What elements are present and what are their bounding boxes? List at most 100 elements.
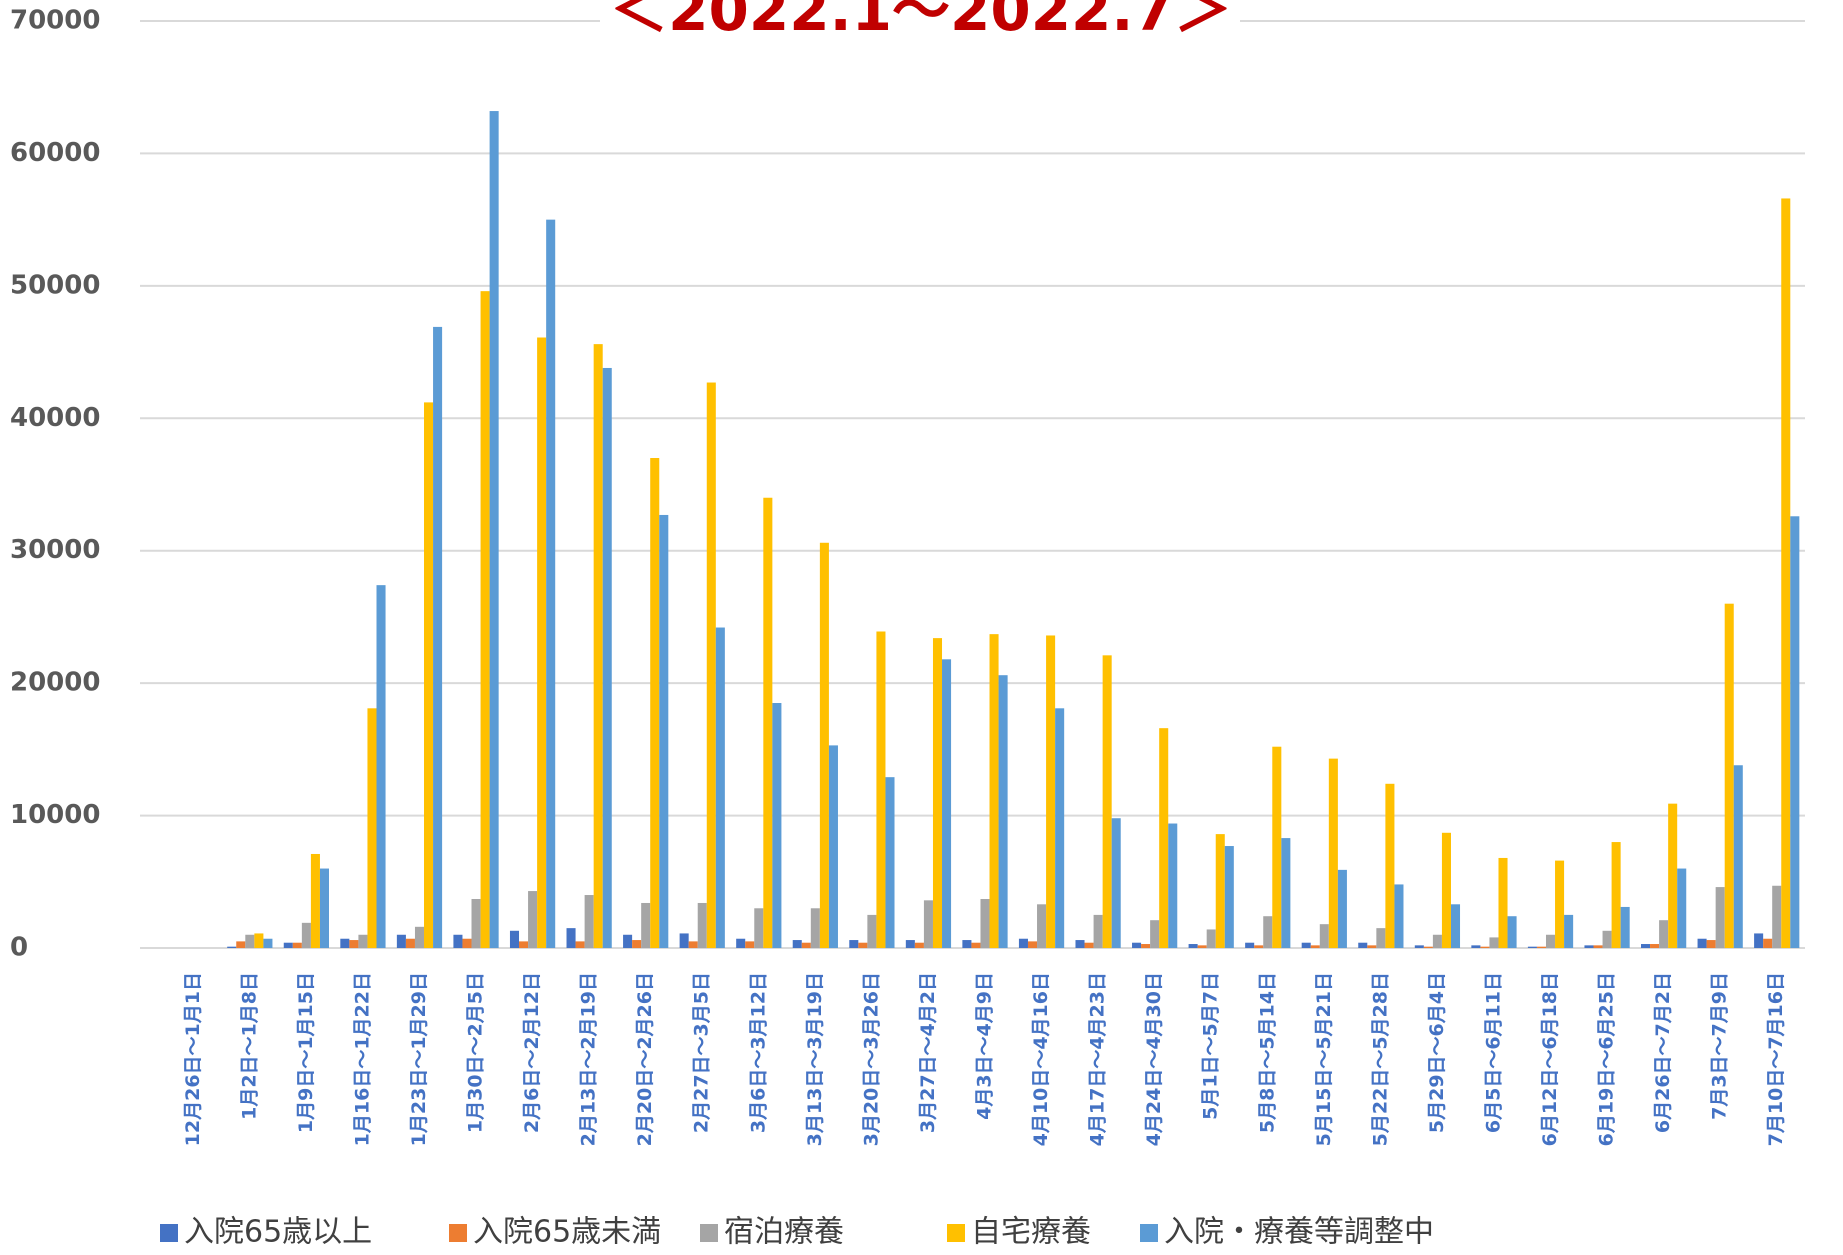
bar: [537, 337, 547, 948]
x-tick-label: 1月23日～1月29日: [408, 972, 430, 1146]
legend-swatch: [700, 1224, 718, 1242]
bar: [1027, 941, 1038, 948]
bar: [283, 942, 293, 948]
y-tick-label: 20000: [10, 668, 100, 698]
bar: [962, 940, 972, 948]
bar: [310, 853, 320, 948]
bar: [358, 934, 368, 948]
bar: [688, 941, 698, 948]
bar: [1159, 728, 1169, 948]
bar: [1018, 938, 1028, 948]
bar: [519, 941, 529, 948]
x-tick-label: 4月10日～4月16日: [1030, 972, 1052, 1146]
bar: [1602, 930, 1612, 948]
bar: [319, 868, 329, 948]
bar: [1385, 783, 1395, 948]
bar: [810, 908, 820, 948]
y-tick-label: 60000: [10, 138, 100, 168]
bar: [292, 942, 302, 948]
bar: [1093, 914, 1103, 948]
bar: [396, 934, 406, 948]
bar: [745, 941, 755, 948]
x-tick-label: 7月10日～7月16日: [1765, 972, 1787, 1146]
bar: [414, 926, 425, 948]
bar: [1584, 945, 1594, 948]
bars: [227, 111, 1800, 949]
bar: [1498, 857, 1508, 948]
bar: [867, 914, 877, 948]
bar: [1358, 942, 1368, 948]
bar: [1480, 946, 1490, 948]
bar: [1697, 938, 1707, 948]
bar: [641, 902, 651, 948]
bar: [254, 933, 264, 948]
legend-swatch: [160, 1224, 178, 1242]
bar: [340, 938, 350, 948]
bar: [1432, 934, 1442, 948]
bar: [1611, 842, 1621, 948]
bar: [1197, 945, 1207, 948]
bar: [1141, 944, 1151, 948]
bar: [1301, 942, 1311, 948]
bar: [227, 946, 237, 948]
bar: [1224, 846, 1234, 948]
bar: [301, 922, 311, 948]
bar: [650, 458, 660, 948]
bar: [1055, 708, 1065, 948]
bar: [509, 930, 520, 948]
x-tick-label: 3月20日～3月26日: [860, 972, 882, 1146]
bar: [1037, 904, 1047, 948]
bar: [584, 895, 594, 948]
bar: [433, 326, 443, 948]
bar: [1772, 885, 1782, 948]
x-tick-label: 1月9日～1月15日: [295, 972, 317, 1133]
y-tick-label: 0: [10, 933, 28, 963]
bar: [566, 928, 576, 948]
bar: [706, 382, 716, 948]
bar: [849, 940, 859, 948]
x-tick-label: 5月15日～5月21日: [1313, 972, 1335, 1146]
bar: [1206, 929, 1216, 948]
bar: [736, 938, 746, 948]
bar: [1441, 832, 1451, 948]
bar: [1545, 934, 1556, 948]
legend-label: 宿泊療養: [724, 1215, 844, 1250]
bar: [1471, 945, 1481, 948]
x-tick-label: 4月17日～4月23日: [1087, 972, 1109, 1146]
bar: [1168, 823, 1178, 948]
bar: [1102, 655, 1112, 948]
x-tick-label: 6月12日～6月18日: [1539, 972, 1561, 1146]
bar: [1084, 942, 1094, 948]
bar: [942, 659, 952, 948]
bar: [1620, 906, 1630, 948]
bar: [679, 933, 689, 948]
bar: [932, 638, 943, 948]
legend-swatch: [449, 1224, 467, 1242]
x-tick-label: 12月26日～1月1日: [182, 972, 204, 1146]
bar: [1790, 516, 1800, 948]
bar: [376, 585, 386, 948]
x-tick-label: 5月22日～5月28日: [1369, 972, 1391, 1146]
bar: [1527, 946, 1537, 948]
x-tick-label: 2月27日～3月5日: [691, 972, 713, 1133]
bar: [480, 291, 490, 948]
x-tick-label: 3月13日～3月19日: [804, 972, 826, 1146]
bar: [989, 634, 999, 948]
y-tick-label: 50000: [10, 270, 100, 300]
bar: [858, 942, 868, 948]
bar: [1650, 944, 1660, 948]
x-tick-label: 5月29日～6月4日: [1426, 972, 1448, 1133]
bar: [602, 367, 612, 948]
x-tick-label: 1月30日～2月5日: [465, 972, 487, 1133]
bar: [1337, 869, 1347, 948]
bar: [1489, 937, 1499, 948]
bar: [1245, 942, 1255, 948]
bar: [715, 627, 725, 948]
bar: [1763, 938, 1773, 948]
bar: [801, 942, 811, 948]
bar: [763, 497, 773, 948]
bar: [1564, 914, 1574, 948]
legend-label: 自宅療養: [971, 1215, 1091, 1250]
x-tick-label: 6月5日～6月11日: [1482, 972, 1504, 1133]
bar: [424, 402, 434, 948]
